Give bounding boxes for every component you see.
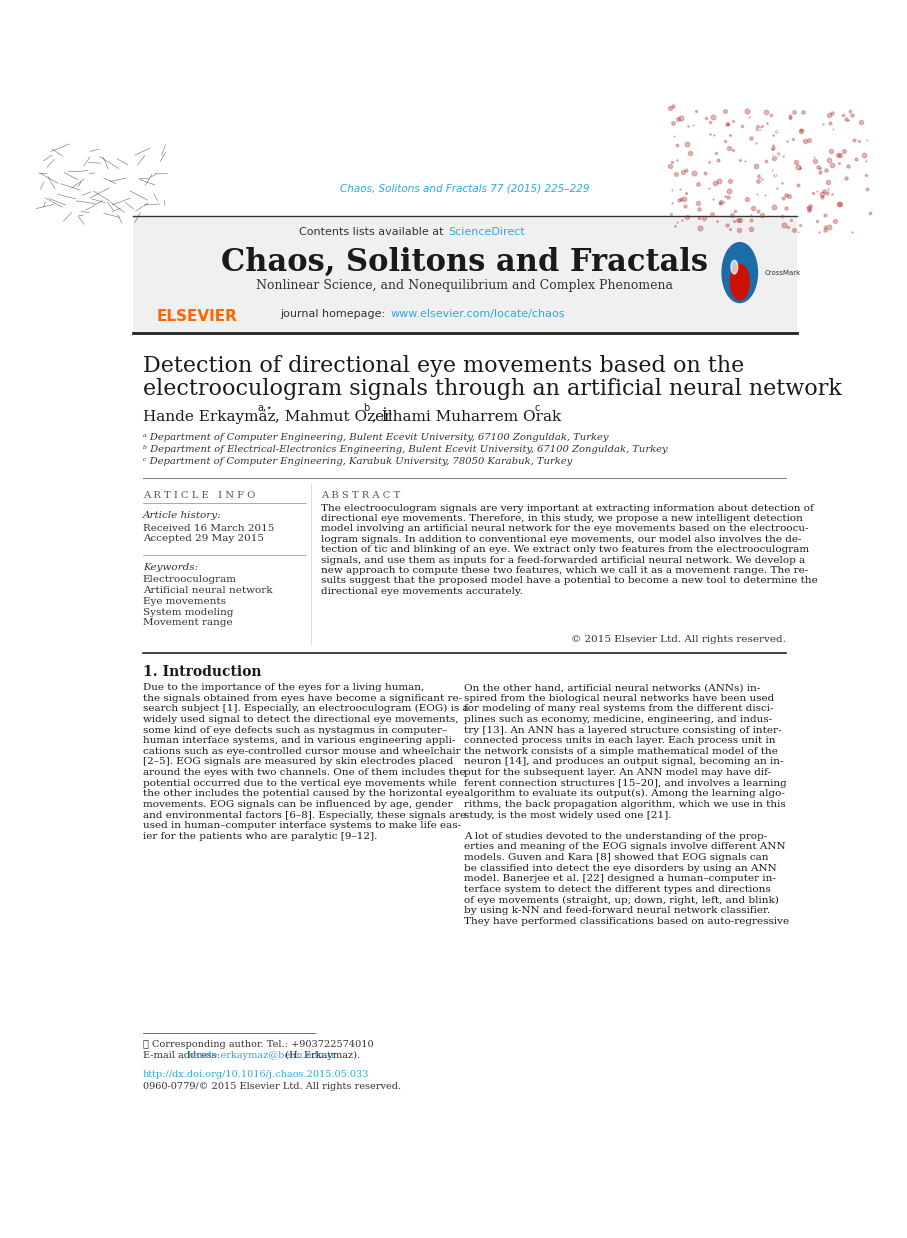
Text: model. Banerjee et al. [22] designed a human–computer in-: model. Banerjee et al. [22] designed a h… bbox=[464, 874, 776, 884]
Text: Solitons: Solitons bbox=[756, 152, 785, 157]
Text: directional eye movements accurately.: directional eye movements accurately. bbox=[321, 587, 522, 595]
Text: widely used signal to detect the directional eye movements,: widely used signal to detect the directi… bbox=[142, 714, 458, 724]
Text: http://dx.doi.org/10.1016/j.chaos.2015.05.033: http://dx.doi.org/10.1016/j.chaos.2015.0… bbox=[142, 1070, 369, 1078]
Text: tection of tic and blinking of an eye. We extract only two features from the ele: tection of tic and blinking of an eye. W… bbox=[321, 545, 809, 555]
Text: human interface systems, and in various engineering appli-: human interface systems, and in various … bbox=[142, 737, 455, 745]
Text: be classified into detect the eye disorders by using an ANN: be classified into detect the eye disord… bbox=[464, 864, 777, 873]
Text: ᶜ Department of Computer Engineering, Karabuk University, 78050 Karabuk, Turkey: ᶜ Department of Computer Engineering, Ka… bbox=[142, 458, 572, 467]
Text: b: b bbox=[363, 402, 369, 413]
Text: Artificial neural network: Artificial neural network bbox=[142, 586, 272, 595]
Text: Detection of directional eye movements based on the: Detection of directional eye movements b… bbox=[142, 355, 744, 376]
Ellipse shape bbox=[722, 243, 757, 302]
Text: Eye movements: Eye movements bbox=[142, 597, 226, 605]
Text: © 2015 Elsevier Ltd. All rights reserved.: © 2015 Elsevier Ltd. All rights reserved… bbox=[571, 635, 786, 644]
Text: [2–5]. EOG signals are measured by skin electrodes placed: [2–5]. EOG signals are measured by skin … bbox=[142, 758, 454, 766]
Text: models. Guven and Kara [8] showed that EOG signals can: models. Guven and Kara [8] showed that E… bbox=[464, 853, 769, 862]
Text: A B S T R A C T: A B S T R A C T bbox=[321, 490, 400, 500]
Text: Chaos, Solitons and Fractals: Chaos, Solitons and Fractals bbox=[221, 248, 708, 279]
Text: ier for the patients who are paralytic [9–12].: ier for the patients who are paralytic [… bbox=[142, 832, 377, 841]
Text: directional eye movements. Therefore, in this study, we propose a new intelligen: directional eye movements. Therefore, in… bbox=[321, 514, 803, 522]
Text: spired from the biological neural networks have been used: spired from the biological neural networ… bbox=[464, 693, 775, 703]
Text: movements. EOG signals can be influenced by age, gender: movements. EOG signals can be influenced… bbox=[142, 800, 453, 808]
Ellipse shape bbox=[730, 265, 749, 300]
Text: erties and meaning of the EOG signals involve different ANN: erties and meaning of the EOG signals in… bbox=[464, 842, 786, 852]
Text: ᵇ Department of Electrical-Electronics Engineering, Bulent Ecevit University, 67: ᵇ Department of Electrical-Electronics E… bbox=[142, 446, 668, 454]
Text: rithms, the back propagation algorithm, which we use in this: rithms, the back propagation algorithm, … bbox=[464, 800, 786, 808]
Text: put for the subsequent layer. An ANN model may have dif-: put for the subsequent layer. An ANN mod… bbox=[464, 768, 772, 777]
Text: www.elsevier.com/locate/chaos: www.elsevier.com/locate/chaos bbox=[390, 310, 564, 319]
Text: Received 16 March 2015: Received 16 March 2015 bbox=[142, 524, 274, 532]
Text: and environmental factors [6–8]. Especially, these signals are: and environmental factors [6–8]. Especia… bbox=[142, 811, 466, 820]
Text: A lot of studies devoted to the understanding of the prop-: A lot of studies devoted to the understa… bbox=[464, 832, 767, 841]
Text: neuron [14], and produces an output signal, becoming an in-: neuron [14], and produces an output sign… bbox=[464, 758, 784, 766]
Text: of eye movements (straight, up, down, right, left, and blink): of eye movements (straight, up, down, ri… bbox=[464, 895, 779, 905]
Text: , İlhami Muharrem Orak: , İlhami Muharrem Orak bbox=[372, 409, 561, 425]
Text: Chaos,: Chaos, bbox=[758, 128, 782, 132]
Text: around the eyes with two channels. One of them includes the: around the eyes with two channels. One o… bbox=[142, 768, 465, 777]
Text: Electrooculogram: Electrooculogram bbox=[142, 576, 237, 584]
Text: ⋆ Corresponding author. Tel.: +903722574010: ⋆ Corresponding author. Tel.: +903722574… bbox=[142, 1040, 374, 1049]
Text: The electrooculogram signals are very important at extracting information about : The electrooculogram signals are very im… bbox=[321, 504, 814, 513]
Text: 1. Introduction: 1. Introduction bbox=[142, 665, 261, 680]
Text: search subject [1]. Especially, an electrooculogram (EOG) is a: search subject [1]. Especially, an elect… bbox=[142, 704, 468, 713]
Text: They have performed classifications based on auto-regressive: They have performed classifications base… bbox=[464, 917, 790, 926]
Text: hande.erkaymaz@beun.edu.tr: hande.erkaymaz@beun.edu.tr bbox=[188, 1051, 336, 1060]
Text: Movement range: Movement range bbox=[142, 618, 232, 628]
Text: cations such as eye-controlled cursor mouse and wheelchair: cations such as eye-controlled cursor mo… bbox=[142, 747, 461, 756]
Text: used in human–computer interface systems to make life eas-: used in human–computer interface systems… bbox=[142, 821, 461, 831]
Text: connected process units in each layer. Each process unit in: connected process units in each layer. E… bbox=[464, 737, 776, 745]
Text: Contents lists available at: Contents lists available at bbox=[298, 227, 446, 236]
Text: logram signals. In addition to conventional eye movements, our model also involv: logram signals. In addition to conventio… bbox=[321, 535, 802, 543]
Text: Due to the importance of the eyes for a living human,: Due to the importance of the eyes for a … bbox=[142, 683, 424, 692]
Text: Chaos, Solitons and Fractals 77 (2015) 225–229: Chaos, Solitons and Fractals 77 (2015) 2… bbox=[340, 183, 590, 193]
Text: & Fractals: & Fractals bbox=[752, 173, 788, 178]
Text: journal homepage:: journal homepage: bbox=[280, 310, 388, 319]
Text: terface system to detect the different types and directions: terface system to detect the different t… bbox=[464, 885, 771, 894]
Text: signals, and use them as inputs for a feed-forwarded artificial neural network. : signals, and use them as inputs for a fe… bbox=[321, 556, 805, 565]
Text: study, is the most widely used one [21].: study, is the most widely used one [21]. bbox=[464, 811, 672, 820]
Text: E-mail address:: E-mail address: bbox=[142, 1051, 223, 1060]
Text: ScienceDirect: ScienceDirect bbox=[448, 227, 525, 236]
Text: System modeling: System modeling bbox=[142, 608, 233, 617]
Text: by using k-NN and feed-forward neural network classifier.: by using k-NN and feed-forward neural ne… bbox=[464, 906, 771, 915]
Text: 0960-0779/© 2015 Elsevier Ltd. All rights reserved.: 0960-0779/© 2015 Elsevier Ltd. All right… bbox=[142, 1082, 401, 1091]
Text: plines such as economy, medicine, engineering, and indus-: plines such as economy, medicine, engine… bbox=[464, 714, 773, 724]
Text: model involving an artificial neural network for the eye movements based on the : model involving an artificial neural net… bbox=[321, 525, 808, 534]
Text: the network consists of a simple mathematical model of the: the network consists of a simple mathema… bbox=[464, 747, 778, 756]
Text: sults suggest that the proposed model have a potential to become a new tool to d: sults suggest that the proposed model ha… bbox=[321, 577, 818, 586]
Text: electrooculogram signals through an artificial neural network: electrooculogram signals through an arti… bbox=[142, 378, 842, 400]
Text: some kind of eye defects such as nystagmus in computer–: some kind of eye defects such as nystagm… bbox=[142, 725, 447, 734]
Text: for modeling of many real systems from the different disci-: for modeling of many real systems from t… bbox=[464, 704, 774, 713]
Text: the other includes the potential caused by the horizontal eye: the other includes the potential caused … bbox=[142, 790, 463, 799]
Text: Article history:: Article history: bbox=[142, 511, 221, 520]
FancyBboxPatch shape bbox=[132, 217, 797, 333]
Text: , Mahmut Ozer: , Mahmut Ozer bbox=[275, 410, 391, 423]
Text: Keywords:: Keywords: bbox=[142, 563, 198, 572]
Text: the signals obtained from eyes have become a significant re-: the signals obtained from eyes have beco… bbox=[142, 693, 462, 703]
Text: c: c bbox=[535, 402, 541, 413]
Text: On the other hand, artificial neural networks (ANNs) in-: On the other hand, artificial neural net… bbox=[464, 683, 761, 692]
Text: ᵃ Department of Computer Engineering, Bulent Ecevit University, 67100 Zonguldak,: ᵃ Department of Computer Engineering, Bu… bbox=[142, 433, 609, 442]
Text: Accepted 29 May 2015: Accepted 29 May 2015 bbox=[142, 535, 264, 543]
Text: potential occurred due to the vertical eye movements while: potential occurred due to the vertical e… bbox=[142, 779, 456, 787]
Text: algorithm to evaluate its output(s). Among the learning algo-: algorithm to evaluate its output(s). Amo… bbox=[464, 790, 785, 799]
Text: (H. Erkaymaz).: (H. Erkaymaz). bbox=[282, 1051, 360, 1060]
Text: CrossMark: CrossMark bbox=[765, 270, 801, 276]
Text: Hande Erkaymaz: Hande Erkaymaz bbox=[142, 410, 276, 423]
Text: Nonlinear Science, and Nonequilibrium and Complex Phenomena: Nonlinear Science, and Nonequilibrium an… bbox=[256, 279, 673, 292]
Text: ferent connection structures [15–20], and involves a learning: ferent connection structures [15–20], an… bbox=[464, 779, 787, 787]
Text: a,⋆: a,⋆ bbox=[258, 402, 273, 413]
Text: ELSEVIER: ELSEVIER bbox=[157, 310, 238, 324]
Ellipse shape bbox=[731, 260, 737, 274]
Text: new approach to compute these two features, which we call it as a movement range: new approach to compute these two featur… bbox=[321, 566, 808, 574]
Text: try [13]. An ANN has a layered structure consisting of inter-: try [13]. An ANN has a layered structure… bbox=[464, 725, 782, 734]
Text: A R T I C L E   I N F O: A R T I C L E I N F O bbox=[142, 490, 255, 500]
